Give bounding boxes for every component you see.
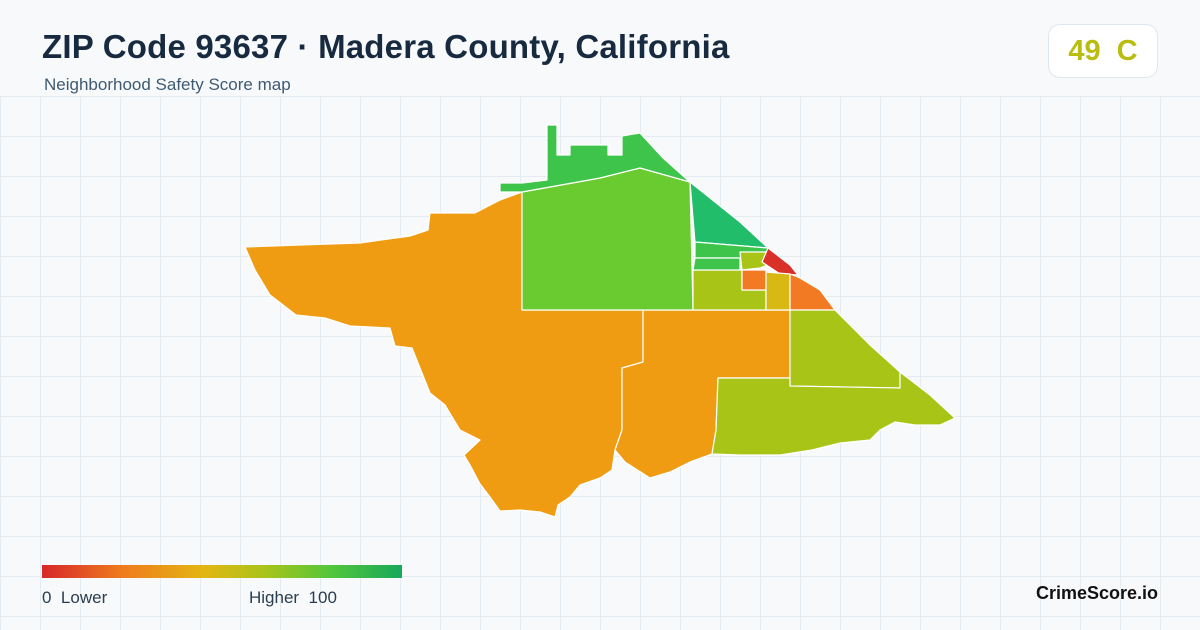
score-grade: C bbox=[1116, 34, 1138, 67]
legend-min-text: Lower bbox=[60, 588, 108, 607]
map-region-east-lime[interactable] bbox=[789, 309, 901, 389]
map-region-town-yellow[interactable] bbox=[765, 271, 791, 311]
map-region-downtown-red[interactable] bbox=[761, 247, 799, 276]
page-title: ZIP Code 93637 · Madera County, Californ… bbox=[42, 28, 730, 65]
safety-score-badge: 49 C bbox=[1048, 24, 1158, 78]
legend-max-label: Higher 100 bbox=[249, 588, 337, 608]
brand-logo[interactable]: CrimeScore.io bbox=[1035, 583, 1158, 603]
legend-min-value: 0 bbox=[42, 588, 52, 607]
page-subtitle: Neighborhood Safety Score map bbox=[44, 75, 291, 94]
map-region-north-strip[interactable] bbox=[499, 124, 691, 193]
legend-max-value: 100 bbox=[308, 588, 337, 607]
map-region-town-dark-orange[interactable] bbox=[741, 269, 767, 291]
score-value: 49 bbox=[1068, 34, 1101, 67]
map-region-east-teal[interactable] bbox=[689, 181, 769, 249]
legend-min-label: 0 Lower bbox=[42, 588, 107, 608]
legend-max-text: Higher bbox=[249, 588, 300, 607]
legend-color-scale bbox=[42, 565, 402, 578]
map-region-north[interactable] bbox=[521, 167, 694, 311]
map-region-southeast[interactable] bbox=[711, 371, 956, 456]
map-region-west[interactable] bbox=[244, 191, 644, 518]
map-region-town-green[interactable] bbox=[692, 257, 741, 271]
map-region-east-orange[interactable] bbox=[789, 273, 836, 311]
